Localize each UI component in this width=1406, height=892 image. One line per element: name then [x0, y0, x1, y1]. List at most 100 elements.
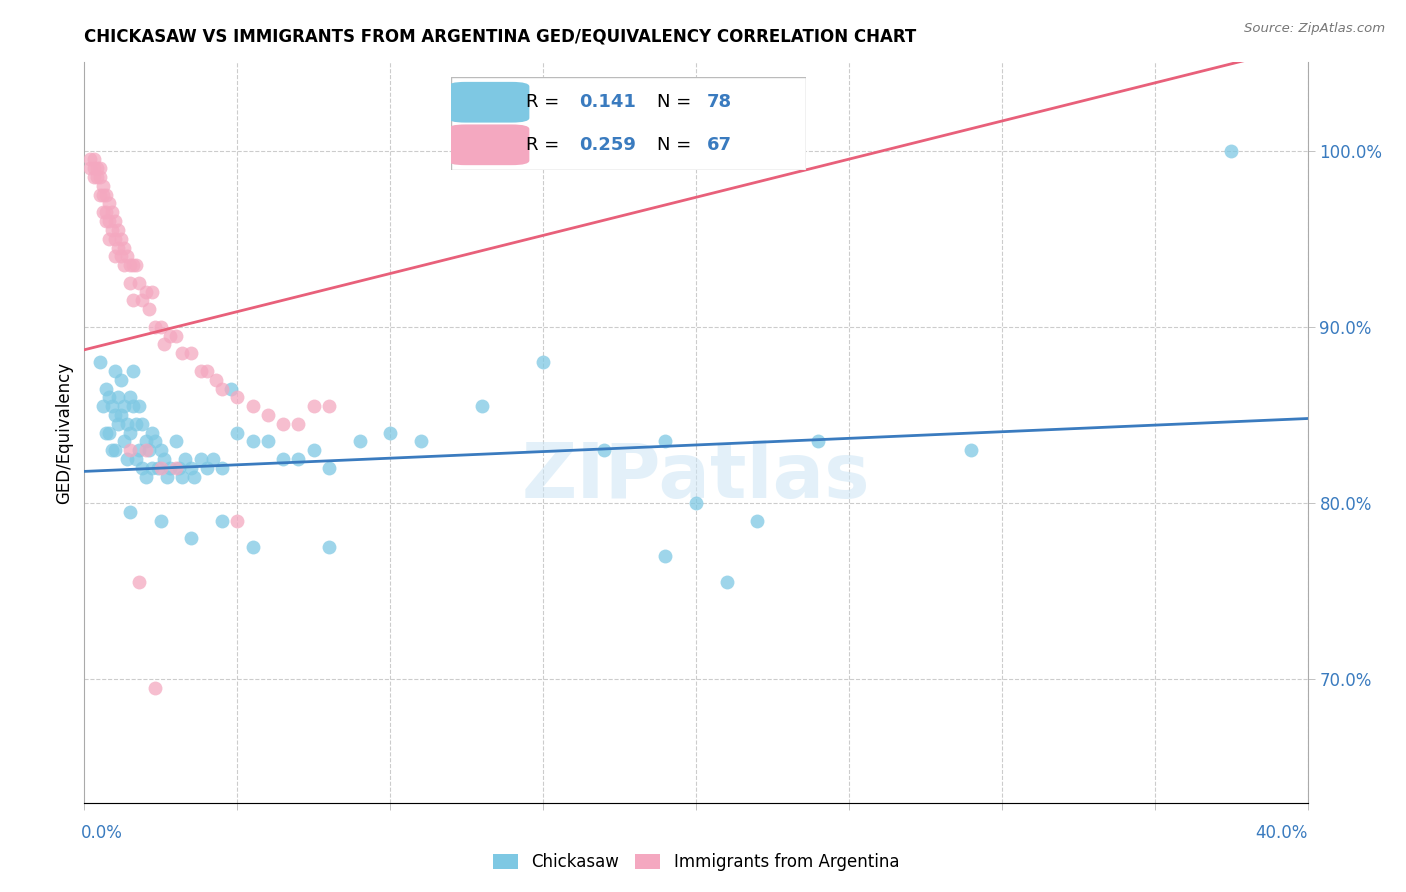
Point — [125, 258, 148, 272]
Point — [156, 469, 179, 483]
Point — [112, 258, 135, 272]
Point — [201, 452, 224, 467]
Point — [120, 443, 142, 458]
Point — [104, 364, 127, 378]
Point — [143, 319, 166, 334]
Point — [104, 232, 127, 246]
Point — [91, 205, 114, 219]
Point — [83, 153, 105, 167]
Point — [180, 532, 202, 546]
Point — [349, 434, 371, 449]
Point — [205, 373, 228, 387]
Point — [531, 355, 554, 369]
Point — [685, 496, 707, 510]
Point — [195, 461, 218, 475]
Point — [112, 434, 135, 449]
Point — [89, 355, 111, 369]
Point — [318, 461, 340, 475]
Point — [128, 575, 150, 590]
Point — [257, 434, 280, 449]
Point — [131, 461, 153, 475]
Point — [120, 276, 142, 290]
Point — [242, 399, 264, 413]
Point — [593, 443, 616, 458]
Point — [141, 285, 163, 299]
Point — [138, 443, 160, 458]
Point — [271, 417, 294, 431]
Point — [807, 434, 830, 449]
Point — [91, 178, 114, 193]
Point — [960, 443, 983, 458]
Point — [153, 337, 176, 351]
Point — [104, 249, 127, 263]
Point — [149, 461, 172, 475]
Point — [1220, 144, 1243, 158]
Point — [122, 399, 145, 413]
Point — [257, 408, 280, 422]
Point — [138, 302, 160, 317]
Point — [122, 258, 145, 272]
Point — [654, 549, 676, 563]
Point — [79, 161, 101, 176]
Point — [165, 328, 187, 343]
Point — [242, 434, 264, 449]
Point — [104, 443, 127, 458]
Point — [91, 399, 114, 413]
Point — [120, 390, 142, 404]
Text: CHICKASAW VS IMMIGRANTS FROM ARGENTINA GED/EQUIVALENCY CORRELATION CHART: CHICKASAW VS IMMIGRANTS FROM ARGENTINA G… — [84, 28, 917, 45]
Point — [128, 399, 150, 413]
Point — [165, 461, 187, 475]
Point — [115, 452, 138, 467]
Point — [104, 408, 127, 422]
Point — [165, 434, 187, 449]
Point — [115, 417, 138, 431]
Point — [97, 390, 120, 404]
Text: ZIPatlas: ZIPatlas — [522, 440, 870, 514]
Point — [141, 461, 163, 475]
Point — [135, 443, 157, 458]
Point — [318, 399, 340, 413]
Point — [107, 241, 129, 255]
Point — [89, 161, 111, 176]
Point — [94, 382, 117, 396]
Point — [101, 223, 124, 237]
Point — [112, 241, 135, 255]
Point — [125, 417, 148, 431]
Point — [115, 249, 138, 263]
Point — [190, 452, 212, 467]
Point — [122, 293, 145, 308]
Point — [143, 681, 166, 696]
Point — [101, 205, 124, 219]
Point — [183, 469, 205, 483]
Point — [94, 425, 117, 440]
Point — [120, 505, 142, 519]
Point — [471, 399, 494, 413]
Point — [104, 214, 127, 228]
Point — [174, 452, 197, 467]
Point — [153, 452, 176, 467]
Point — [97, 196, 120, 211]
Point — [128, 276, 150, 290]
Point — [716, 575, 738, 590]
Point — [149, 514, 172, 528]
Point — [86, 161, 108, 176]
Point — [120, 425, 142, 440]
Point — [110, 408, 132, 422]
Text: Source: ZipAtlas.com: Source: ZipAtlas.com — [1244, 22, 1385, 36]
Point — [107, 390, 129, 404]
Point — [101, 443, 124, 458]
Point — [131, 417, 153, 431]
Point — [211, 382, 233, 396]
Point — [146, 461, 169, 475]
Point — [110, 249, 132, 263]
Point — [107, 223, 129, 237]
Point — [159, 328, 181, 343]
Point — [110, 373, 132, 387]
Point — [242, 540, 264, 554]
Point — [86, 169, 108, 184]
Point — [89, 169, 111, 184]
Point — [120, 258, 142, 272]
Point — [211, 514, 233, 528]
Point — [172, 346, 194, 360]
Point — [135, 285, 157, 299]
